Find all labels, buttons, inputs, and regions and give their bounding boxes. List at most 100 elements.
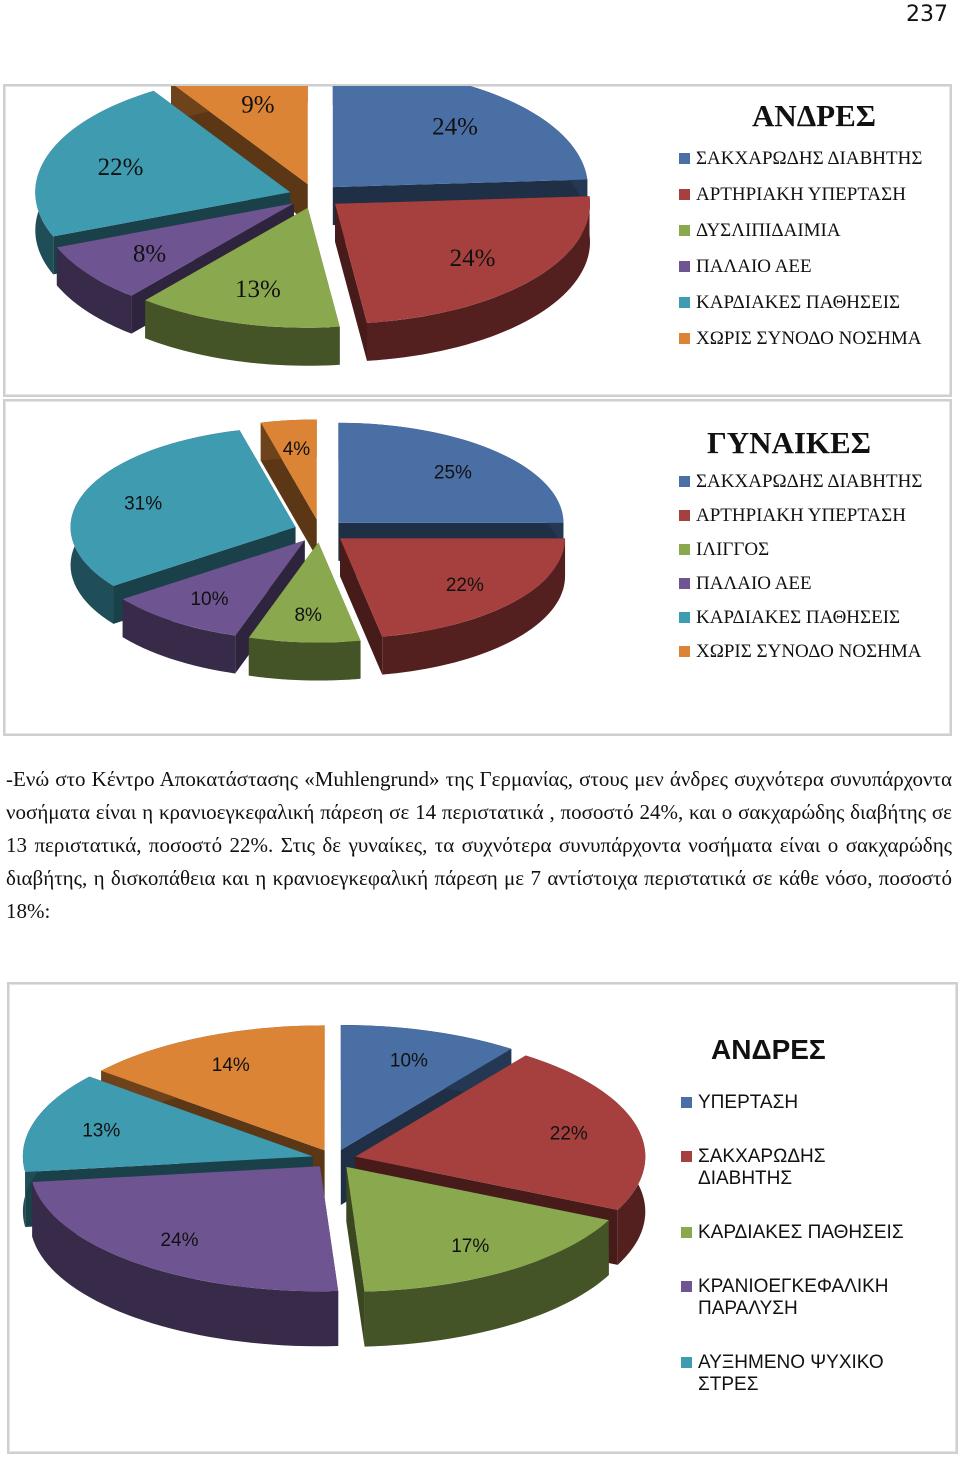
legend-item: ΣΑΚΧΑΡΩΔΗΣ ΔΙΑΒΗΤΗΣ: [679, 471, 949, 493]
legend-label: ΧΩΡΙΣ ΣΥΝΟΔΟ ΝΟΣΗΜΑ: [696, 641, 922, 662]
chart-title-women: ΓΥΝΑΙΚΕΣ: [706, 425, 871, 460]
legend-label: ΥΠΕΡΤΑΣΗ: [698, 1092, 799, 1113]
data-label-3: 17%: [451, 1236, 489, 1257]
data-label-2: 22%: [446, 575, 484, 596]
data-label-4: 10%: [190, 589, 228, 610]
slice-5: [22, 1076, 313, 1173]
chart-title-men-2: ΑΝΔΡΕΣ: [711, 1034, 826, 1065]
legend-item: ΚΑΡΔΙΑΚΕΣ ΠΑΘΗΣΕΙΣ: [681, 1222, 956, 1244]
data-label-3: 8%: [294, 605, 322, 626]
data-label-4: 24%: [160, 1230, 198, 1251]
legend-item: ΣΑΚΧΑΡΩΔΗΣ ΔΙΑΒΗΤΗΣ: [679, 148, 949, 170]
legend-men-1: ΑΝΔΡΕΣ ΣΑΚΧΑΡΩΔΗΣ ΔΙΑΒΗΤΗΣ ΑΡΤΗΡΙΑΚΗ ΥΠΕΡ…: [679, 98, 949, 364]
legend-swatch: [679, 153, 690, 164]
legend-swatch: [681, 1357, 692, 1368]
chart-title-men-1: ΑΝΔΡΕΣ: [751, 98, 877, 133]
legend-item: ΔΥΣΛΙΠΙΔΑΙΜΙΑ: [679, 220, 949, 242]
legend-item: ΠΑΛΑΙΟ ΑΕΕ: [679, 256, 949, 278]
legend-swatch: [681, 1281, 692, 1292]
data-label-4: 8%: [133, 240, 166, 267]
slice-5: [35, 90, 291, 237]
legend-item: ΚΡΑΝΙΟΕΓΚΕΦΑΛΙΚΗ ΠΑΡΑΛΥΣΗ: [681, 1276, 956, 1320]
chart-men-1: 24% 24% 13% 8% 22% 9% ΑΝΔΡΕΣ ΣΑΚΧΑΡΩΔΗΣ ΔΙΑΒΗ…: [3, 84, 952, 397]
legend-swatch: [679, 544, 690, 555]
legend-swatch: [679, 333, 690, 344]
slice-3: [346, 1166, 609, 1292]
data-label-6: 9%: [241, 91, 274, 118]
slice-1: [340, 1024, 512, 1150]
slice-2: [340, 538, 566, 637]
data-label-6: 4%: [283, 439, 311, 460]
page-number: 237: [906, 2, 948, 27]
data-label-5: 31%: [124, 493, 162, 514]
legend-label: ΚΑΡΔΙΑΚΕΣ ΠΑΘΗΣΕΙΣ: [696, 607, 901, 628]
legend-label: ΑΡΤΗΡΙΑΚΗ ΥΠΕΡΤΑΣΗ: [696, 505, 906, 526]
slice-4: [32, 1166, 339, 1292]
slice-1: [332, 86, 588, 188]
legend-label: ΧΩΡΙΣ ΣΥΝΟΔΟ ΝΟΣΗΜΑ: [696, 328, 922, 349]
legend-label: ΠΑΛΑΙΟ ΑΕΕ: [696, 573, 812, 594]
legend-item: ΥΠΕΡΤΑΣΗ: [681, 1092, 956, 1114]
pie-chart-women: 25% 22% 8% 10% 31% 4%: [70, 419, 566, 681]
pie-chart-men-1: 24% 24% 13% 8% 22% 9%: [35, 86, 591, 366]
legend-swatch: [679, 189, 690, 200]
legend-swatch: [681, 1227, 692, 1238]
legend-label: ΚΑΡΔΙΑΚΕΣ ΠΑΘΗΣΕΙΣ: [696, 292, 901, 313]
data-label-1: 24%: [432, 114, 478, 141]
slice-5: [70, 430, 296, 586]
legend-item: ΙΛΙΓΓΟΣ: [679, 539, 949, 561]
slice-2: [355, 1055, 646, 1210]
legend-swatch: [679, 297, 690, 308]
data-label-1: 10%: [390, 1050, 428, 1071]
legend-swatch: [679, 476, 690, 487]
slice-3: [248, 542, 361, 643]
legend-swatch: [681, 1097, 692, 1108]
body-paragraph: -Ενώ στο Κέντρο Αποκατάστασης «Muhlengru…: [6, 767, 952, 923]
slice-4: [122, 540, 305, 636]
legend-swatch: [679, 225, 690, 236]
legend-item: ΚΑΡΔΙΑΚΕΣ ΠΑΘΗΣΕΙΣ: [679, 607, 949, 629]
legend-item: ΚΑΡΔΙΑΚΕΣ ΠΑΘΗΣΕΙΣ: [679, 292, 949, 314]
slice-6: [101, 1025, 325, 1151]
slice-6: [260, 419, 317, 520]
legend-label: ΣΑΚΧΑΡΩΔΗΣ ΔΙΑΒΗΤΗΣ: [698, 1146, 826, 1189]
pie-chart-men-2: 10% 22% 17% 24% 13% 14%: [22, 1024, 646, 1347]
legend-label: ΑΥΞΗΜΕΝΟ ΨΥΧΙΚΟ ΣΤΡΕΣ: [698, 1352, 884, 1395]
legend-label: ΚΡΑΝΙΟΕΓΚΕΦΑΛΙΚΗ ΠΑΡΑΛΥΣΗ: [698, 1276, 889, 1319]
legend-label: ΣΑΚΧΑΡΩΔΗΣ ΔΙΑΒΗΤΗΣ: [696, 148, 923, 169]
legend-items-men-2: ΥΠΕΡΤΑΣΗ ΣΑΚΧΑΡΩΔΗΣ ΔΙΑΒΗΤΗΣ ΚΑΡΔΙΑΚΕΣ ΠΑΘ…: [681, 1092, 956, 1396]
legend-item: ΠΑΛΑΙΟ ΑΕΕ: [679, 573, 949, 595]
legend-swatch: [679, 612, 690, 623]
data-label-2: 22%: [550, 1124, 588, 1145]
legend-item: ΑΡΤΗΡΙΑΚΗ ΥΠΕΡΤΑΣΗ: [679, 505, 949, 527]
legend-swatch: [681, 1151, 692, 1162]
legend-item: ΑΥΞΗΜΕΝΟ ΨΥΧΙΚΟ ΣΤΡΕΣ: [681, 1352, 956, 1396]
data-label-5: 22%: [98, 154, 144, 181]
chart-women: 25% 22% 8% 10% 31% 4% ΓΥΝΑΙΚΕΣ ΣΑΚΧΑΡΩΔΗΣ ΔΙΑ…: [3, 399, 952, 736]
legend-items-men-1: ΣΑΚΧΑΡΩΔΗΣ ΔΙΑΒΗΤΗΣ ΑΡΤΗΡΙΑΚΗ ΥΠΕΡΤΑΣΗ ΔΥΣ…: [679, 148, 949, 350]
legend-item: ΣΑΚΧΑΡΩΔΗΣ ΔΙΑΒΗΤΗΣ: [681, 1146, 956, 1190]
legend-men-2: ΑΝΔΡΕΣ ΥΠΕΡΤΑΣΗ ΣΑΚΧΑΡΩΔΗΣ ΔΙΑΒΗΤΗΣ ΚΑΡΔΙΑ…: [681, 1034, 956, 1428]
legend-swatch: [679, 646, 690, 657]
legend-swatch: [679, 510, 690, 521]
slice-2: [335, 196, 591, 323]
chart-men-2: 10% 22% 17% 24% 13% 14% ΑΝΔΡΕΣ ΥΠΕΡΤΑΣΗ ΣΑΚΧΑΡ…: [7, 982, 958, 1454]
legend-items-women: ΣΑΚΧΑΡΩΔΗΣ ΔΙΑΒΗΤΗΣ ΑΡΤΗΡΙΑΚΗ ΥΠΕΡΤΑΣΗ ΙΛΙ…: [679, 471, 949, 663]
legend-label: ΑΡΤΗΡΙΑΚΗ ΥΠΕΡΤΑΣΗ: [696, 184, 906, 205]
data-label-1: 25%: [434, 463, 472, 484]
slice-6: [175, 86, 308, 185]
slice-1: [338, 422, 564, 523]
legend-label: ΚΑΡΔΙΑΚΕΣ ΠΑΘΗΣΕΙΣ: [698, 1222, 904, 1243]
data-label-6: 14%: [212, 1055, 250, 1076]
legend-swatch: [679, 261, 690, 272]
legend-item: ΧΩΡΙΣ ΣΥΝΟΔΟ ΝΟΣΗΜΑ: [679, 641, 949, 663]
legend-women: ΓΥΝΑΙΚΕΣ ΣΑΚΧΑΡΩΔΗΣ ΔΙΑΒΗΤΗΣ ΑΡΤΗΡΙΑΚΗ ΥΠ…: [679, 425, 949, 675]
legend-label: ΠΑΛΑΙΟ ΑΕΕ: [696, 256, 812, 277]
data-label-2: 24%: [450, 245, 496, 272]
legend-label: ΔΥΣΛΙΠΙΔΑΙΜΙΑ: [696, 220, 841, 241]
legend-label: ΙΛΙΓΓΟΣ: [696, 539, 770, 560]
legend-label: ΣΑΚΧΑΡΩΔΗΣ ΔΙΑΒΗΤΗΣ: [696, 471, 923, 492]
legend-item: ΑΡΤΗΡΙΑΚΗ ΥΠΕΡΤΑΣΗ: [679, 184, 949, 206]
slice-4: [56, 203, 294, 296]
legend-item: ΧΩΡΙΣ ΣΥΝΟΔΟ ΝΟΣΗΜΑ: [679, 328, 949, 350]
